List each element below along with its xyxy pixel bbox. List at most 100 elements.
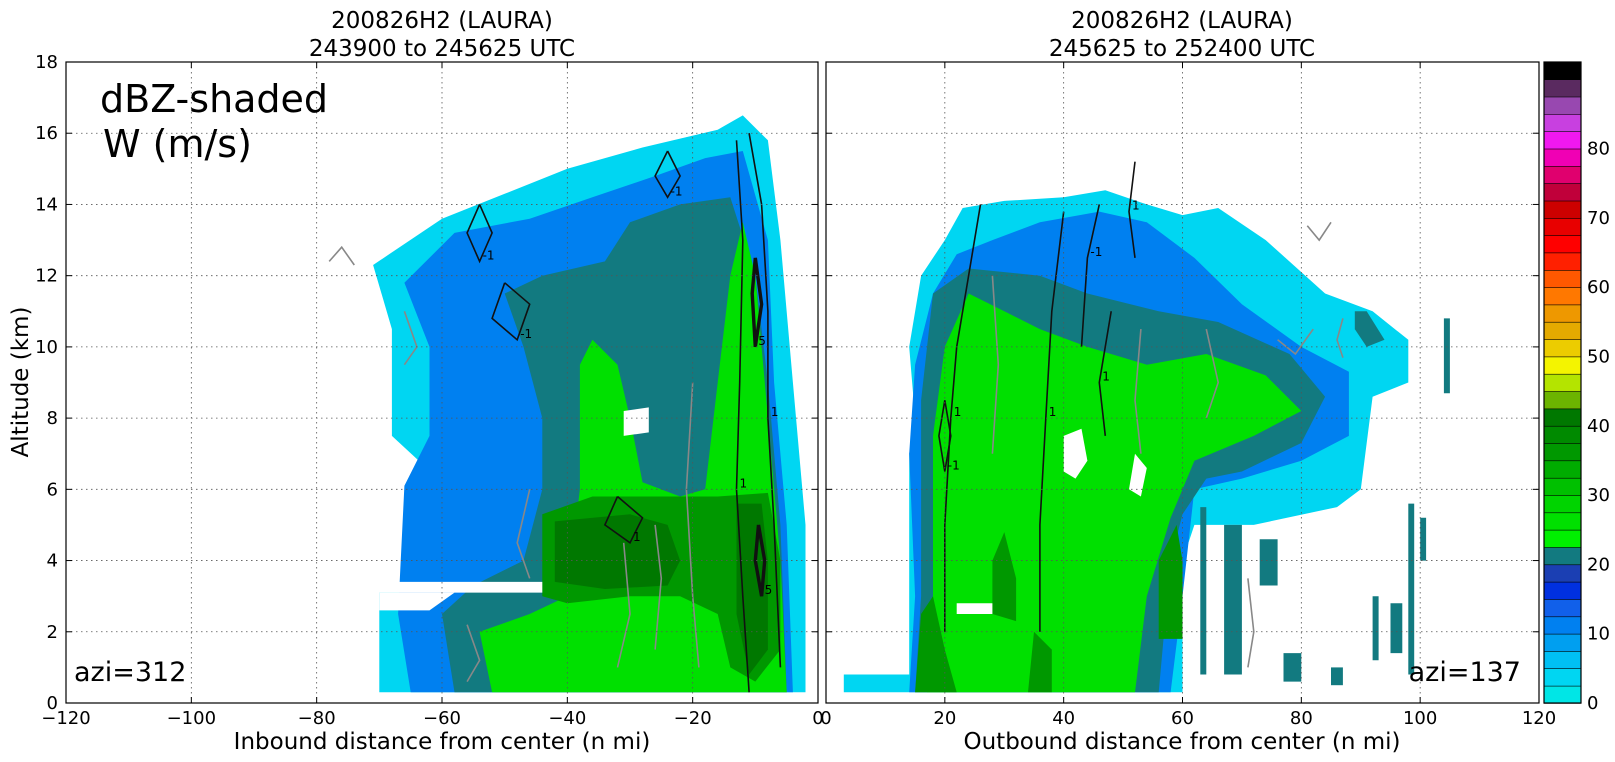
right-w-contour-gray-1	[1134, 329, 1142, 454]
right-w-contour-gray-0	[991, 275, 1000, 454]
left-panel: 200826H2 (LAURA) 243900 to 245625 UTC 1 1…	[8, 8, 824, 755]
ytick-label-8: 16	[35, 123, 58, 144]
ytick-label-0: 0	[47, 693, 58, 714]
right-isolated-echo-3	[1372, 596, 1379, 661]
right-reflectivity-layer-6	[1158, 524, 1183, 639]
right-w-contour-gray-3	[1277, 328, 1314, 356]
left-title-line2: 243900 to 245625 UTC	[309, 36, 575, 62]
left-w-contour-gray-4	[466, 624, 481, 683]
right-isolated-echo-8	[1443, 318, 1450, 394]
left-w-contour-gray-3	[516, 489, 531, 579]
left-no-echo-gap-2	[623, 407, 649, 436]
colorbar-segment-35	[1543, 79, 1582, 98]
colorbar-segment-29	[1543, 183, 1582, 202]
right-xtick-label-5: 100	[1403, 708, 1437, 729]
colorbar-tick-label-1: 10	[1587, 624, 1610, 645]
y-axis-label: Altitude (km)	[8, 307, 34, 458]
colorbar-segment-19	[1543, 356, 1582, 375]
left-xtick-label-2: −80	[298, 708, 336, 729]
colorbar-segment-8	[1543, 546, 1582, 566]
colorbar-tick-label-0: 0	[1587, 693, 1598, 714]
colorbar-tick-label-2: 20	[1587, 554, 1610, 575]
colorbar-segment-20	[1543, 338, 1582, 358]
left-w-contour-3	[753, 524, 767, 597]
colorbar-segment-11	[1543, 494, 1582, 514]
colorbar-tick-label-7: 70	[1587, 208, 1610, 229]
right-isolated-echo-6	[1420, 517, 1427, 561]
colorbar-segment-9	[1543, 529, 1582, 548]
colorbar-segment-24	[1543, 269, 1582, 288]
right-plot-area: 1 1 -1 -1 1 1	[843, 161, 1450, 693]
right-contour-label-0: 1	[954, 405, 962, 419]
colorbar-segment-7	[1543, 564, 1582, 583]
left-no-echo-gap-1	[379, 592, 455, 611]
colorbar-segment-16	[1543, 408, 1582, 427]
left-w-contour-gray-6	[328, 245, 355, 266]
colorbar: 0 10 20 30 40 50 60 70 80	[1543, 61, 1610, 714]
left-reflectivity-layer-5	[554, 514, 681, 589]
left-w-contour-gray-2	[685, 382, 700, 668]
colorbar-segment-33	[1543, 113, 1582, 133]
left-w-contour-gray-1	[654, 524, 663, 650]
colorbar-segment-0	[1543, 685, 1582, 704]
right-isolated-echo-5	[1408, 503, 1415, 675]
left-xtick-label-0: −120	[41, 708, 90, 729]
right-isolated-echo-0	[1200, 507, 1207, 675]
left-contour-label-2: 5	[758, 334, 766, 348]
colorbar-segment-14	[1543, 442, 1582, 462]
left-plot-frame	[65, 61, 819, 704]
right-isolated-echo-9	[1283, 653, 1302, 682]
right-plot-frame	[825, 61, 1540, 704]
right-title-line1: 200826H2 (LAURA)	[1071, 8, 1293, 34]
ytick-label-7: 14	[35, 194, 58, 215]
right-contour-label-5: 1	[1132, 199, 1140, 213]
colorbar-segment-18	[1543, 373, 1582, 392]
right-title-line2: 245625 to 252400 UTC	[1049, 36, 1315, 62]
right-w-contour-2	[1080, 204, 1101, 347]
colorbar-segment-26	[1543, 234, 1582, 254]
left-contour-label-7: -1	[671, 184, 683, 198]
right-reflectivity-layer-3	[927, 293, 1302, 693]
right-w-contour-gray-6	[1306, 221, 1332, 242]
right-xtick-label-4: 80	[1290, 708, 1313, 729]
left-contour-label-0: 1	[740, 476, 748, 490]
ytick-label-2: 4	[47, 551, 58, 572]
right-isolated-echo-1	[1224, 524, 1242, 675]
colorbar-segment-15	[1543, 425, 1582, 444]
left-title-line1: 200826H2 (LAURA)	[331, 8, 553, 34]
colorbar-segment-28	[1543, 200, 1582, 219]
colorbar-segment-12	[1543, 477, 1582, 496]
colorbar-segment-25	[1543, 252, 1582, 271]
right-reflectivity-layer-5	[992, 532, 1017, 622]
left-contour-label-4: -1	[483, 248, 495, 262]
right-axis-ticks: 0 20 40 60 80 100 120	[820, 61, 1556, 729]
right-contour-label-2: -1	[1090, 245, 1102, 259]
colorbar-tick-label-8: 80	[1587, 139, 1610, 160]
right-xtick-label-0: 0	[820, 708, 831, 729]
left-azimuth-label: azi=312	[74, 657, 186, 688]
contour-legend-label: W (m/s)	[103, 122, 252, 166]
left-w-contour-2	[750, 257, 764, 348]
right-reflectivity-layer-7	[1028, 631, 1052, 693]
right-grid	[826, 62, 1539, 703]
right-x-axis-label: Outbound distance from center (n mi)	[964, 729, 1401, 755]
right-contour-label-4: 1	[1102, 370, 1110, 384]
right-isolated-echo-10	[1331, 667, 1343, 686]
left-contour-label-1: 1	[771, 405, 779, 419]
ytick-label-5: 10	[35, 337, 58, 358]
ytick-label-6: 12	[35, 266, 58, 287]
right-w-contour-gray-2	[1205, 328, 1220, 419]
colorbar-tick-label-4: 40	[1587, 416, 1610, 437]
colorbar-segment-6	[1543, 581, 1582, 600]
colorbar-tick-label-6: 60	[1587, 277, 1610, 298]
right-isolated-echo-7	[1354, 311, 1385, 347]
shading-legend-label: dBZ-shaded	[100, 77, 328, 121]
colorbar-segment-34	[1543, 96, 1582, 115]
colorbar-segment-5	[1543, 598, 1582, 618]
left-xtick-label-4: −40	[548, 708, 586, 729]
colorbar-segment-21	[1543, 321, 1582, 340]
right-no-echo-gap-0	[1063, 428, 1088, 479]
ytick-label-3: 6	[47, 479, 58, 500]
left-w-contour-7	[654, 150, 682, 199]
